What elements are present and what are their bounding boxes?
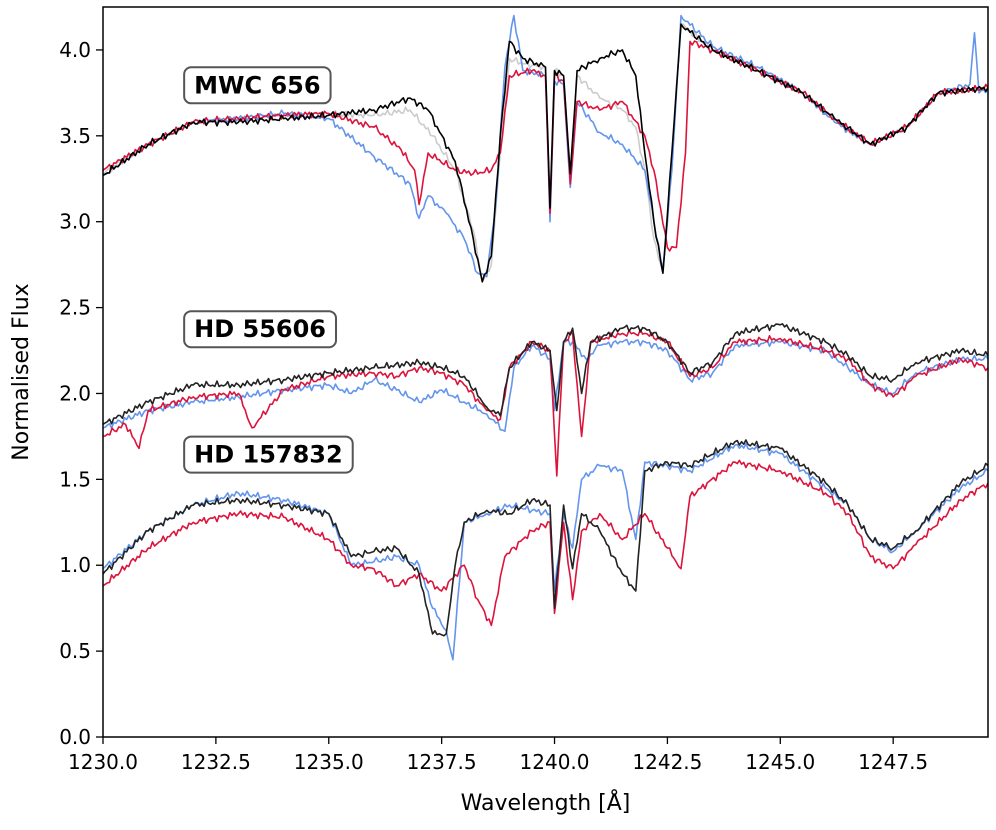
star-label-frame bbox=[183, 435, 354, 474]
y-tick-label: 1.5 bbox=[59, 467, 91, 491]
star-label-frame bbox=[183, 66, 332, 105]
y-tick-label: 1.0 bbox=[59, 553, 91, 577]
spectrum-line-3-3 bbox=[103, 439, 988, 637]
star-label: HD 157832 bbox=[194, 441, 343, 469]
series-layer bbox=[103, 14, 988, 661]
y-tick-label: 3.5 bbox=[59, 124, 91, 148]
spectrum-line-3-2 bbox=[103, 459, 988, 627]
star-label: HD 55606 bbox=[194, 315, 326, 343]
plot-frame bbox=[102, 6, 989, 738]
x-tick-label: 1230.0 bbox=[68, 750, 138, 774]
star-label: MWC 656 bbox=[194, 71, 320, 99]
y-tick-label: 0.5 bbox=[59, 639, 91, 663]
x-tick-label: 1242.5 bbox=[632, 750, 702, 774]
x-tick-label: 1245.0 bbox=[745, 750, 815, 774]
x-tick-label: 1247.5 bbox=[858, 750, 928, 774]
x-tick-label: 1237.5 bbox=[407, 750, 477, 774]
y-tick-label: 3.0 bbox=[59, 210, 91, 234]
y-tick-label: 0.0 bbox=[59, 725, 91, 749]
spectrum-line-2-2 bbox=[103, 328, 988, 477]
spectrum-line-3-1 bbox=[103, 442, 988, 661]
x-tick-label: 1240.0 bbox=[520, 750, 590, 774]
x-tick-label: 1232.5 bbox=[181, 750, 251, 774]
y-axis-label: Normalised Flux bbox=[9, 283, 34, 460]
x-axis: 1230.0 1232.5 1235.0 1237.5 1240.0 1242.5 1245… bbox=[68, 737, 928, 774]
y-axis: 0.0 0.5 1.0 1.5 2.0 2.5 3.0 3.5 4.0 bbox=[59, 38, 103, 749]
annotation-layer: MWC 656 HD 55606 HD 157832 bbox=[183, 66, 354, 474]
spectrum-line-2-3 bbox=[103, 323, 988, 426]
y-tick-label: 2.5 bbox=[59, 296, 91, 320]
x-tick-label: 1235.0 bbox=[294, 750, 364, 774]
star-label-box: MWC 656 bbox=[183, 66, 332, 105]
star-label-frame bbox=[183, 310, 338, 349]
x-axis-label: Wavelength [Å] bbox=[461, 789, 631, 816]
star-label-box: HD 157832 bbox=[183, 435, 354, 474]
y-tick-label: 2.0 bbox=[59, 381, 91, 405]
y-tick-label: 4.0 bbox=[59, 38, 91, 62]
spectrum-line-2-1 bbox=[103, 338, 988, 433]
spectrum-line-1-4 bbox=[103, 23, 988, 283]
spectrum-line-1-2 bbox=[103, 14, 988, 278]
star-label-box: HD 55606 bbox=[183, 310, 338, 349]
spectrum-line-1-3 bbox=[103, 40, 988, 252]
